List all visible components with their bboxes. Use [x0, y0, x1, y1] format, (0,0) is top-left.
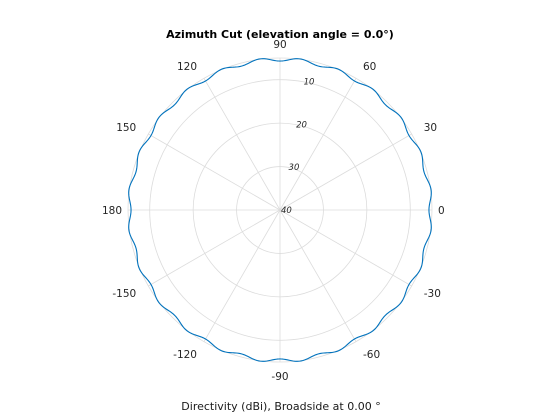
chart-title: Azimuth Cut (elevation angle = 0.0°) [166, 28, 394, 41]
angle-tick-labels: 0 30 60 90 120 150 180 -150 -120 -90 -60 -30 [102, 39, 445, 383]
angle-tick-label: -30 [424, 288, 441, 300]
angle-tick-label: 30 [424, 122, 437, 134]
angle-gridline [148, 209, 281, 287]
angle-gridline [279, 133, 412, 211]
series-line [128, 58, 432, 362]
radial-gridline [236, 166, 324, 254]
radial-gridline [127, 57, 433, 363]
polar-grid [127, 57, 433, 363]
angle-tick-label: 90 [273, 39, 286, 51]
angle-tick-label: 60 [363, 61, 376, 73]
angle-tick-label: -150 [112, 288, 136, 300]
angle-gridline [279, 209, 357, 342]
angle-gridline [148, 133, 281, 211]
radial-tick-labels: 10 20 30 40 [281, 78, 314, 216]
x-axis-label: Directivity (dBi), Broadside at 0.00 ° [181, 400, 380, 413]
angle-gridline [279, 78, 357, 211]
angle-tick-label: -120 [173, 349, 197, 361]
angle-tick-label: 180 [102, 205, 122, 217]
radial-gridline [149, 79, 411, 341]
angle-tick-label: 0 [438, 205, 445, 217]
radial-tick-label: 40 [281, 206, 292, 216]
radial-gridline [192, 122, 368, 298]
radial-tick-label: 30 [289, 163, 300, 173]
radial-tick-label: 10 [304, 78, 315, 88]
angle-tick-label: 120 [177, 61, 197, 73]
angle-gridline [203, 209, 281, 342]
angle-tick-label: -90 [271, 371, 288, 383]
angle-tick-label: -60 [363, 349, 380, 361]
radial-tick-label: 20 [296, 120, 307, 130]
angle-gridline [279, 209, 412, 287]
series-group [128, 58, 432, 362]
angle-gridline [203, 78, 281, 211]
angle-tick-label: 150 [116, 122, 136, 134]
